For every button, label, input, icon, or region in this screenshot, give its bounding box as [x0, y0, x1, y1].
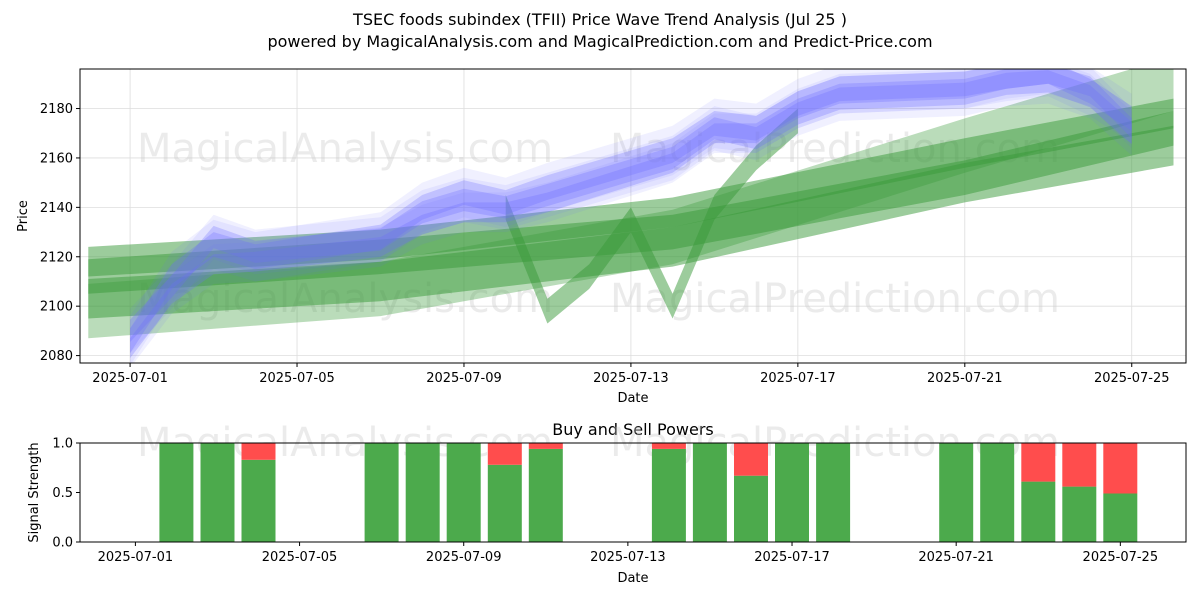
- bar-chart-title: Buy and Sell Powers: [552, 420, 714, 439]
- green-wave-band: [88, 98, 1174, 277]
- y-tick-label: 2160: [40, 151, 73, 166]
- sell-bar: [241, 443, 276, 460]
- y-tick-label: 2140: [40, 201, 73, 216]
- y-tick-label: 0.0: [52, 536, 73, 551]
- grid: [80, 69, 1186, 363]
- buy-bar: [692, 443, 727, 542]
- sell-bar: [487, 443, 522, 465]
- watermark-analysis: MagicalAnalysis.com: [137, 126, 553, 172]
- sell-bar: [1062, 443, 1097, 487]
- buy-bar: [528, 448, 563, 542]
- buy-bar: [1103, 493, 1138, 542]
- sell-bar: [1021, 443, 1056, 482]
- y-tick-label: 2120: [40, 250, 73, 265]
- watermarks: MagicalAnalysis.com MagicalPrediction.com…: [137, 126, 1060, 322]
- x-tick-label: 2025-07-09: [426, 371, 502, 386]
- x-tick-label: 2025-07-09: [426, 550, 502, 565]
- buy-bar: [446, 443, 481, 542]
- y-tick-label: 0.5: [52, 486, 73, 501]
- buy-bar: [487, 464, 522, 542]
- sell-bar: [528, 443, 563, 449]
- x-axis-label: Date: [617, 391, 648, 406]
- buy-bar: [159, 443, 194, 542]
- y-tick-label: 2180: [40, 102, 73, 117]
- x-tick-label: 2025-07-21: [927, 371, 1003, 386]
- buy-bar: [364, 443, 399, 542]
- sell-bar: [1103, 443, 1138, 494]
- price-wave-chart: MagicalAnalysis.com MagicalPrediction.com…: [16, 68, 1187, 406]
- y-tick-label: 1.0: [52, 437, 73, 452]
- plot-frame: [79, 68, 1187, 364]
- x-tick-label: 2025-07-05: [259, 371, 335, 386]
- buy-bar: [241, 459, 276, 542]
- buy-bar: [939, 443, 974, 542]
- y-axis-label: Price: [16, 200, 31, 232]
- x-tick-label: 2025-07-25: [1083, 550, 1159, 565]
- buy-bar: [775, 443, 809, 542]
- x-tick-label: 2025-07-13: [593, 371, 669, 386]
- y-tick-label: 2080: [40, 349, 73, 364]
- buy-bar: [1062, 486, 1097, 542]
- buy-bar: [200, 443, 235, 542]
- chart-subtitle: powered by MagicalAnalysis.com and Magic…: [267, 32, 932, 51]
- green-wave-band: [88, 125, 1174, 319]
- x-tick-label: 2025-07-01: [98, 550, 174, 565]
- buy-bar: [980, 443, 1015, 542]
- chart-title: TSEC foods subindex (TFII) Price Wave Tr…: [352, 10, 847, 29]
- x-tick-label: 2025-07-01: [92, 371, 168, 386]
- x-tick-label: 2025-07-21: [918, 550, 994, 565]
- x-tick-label: 2025-07-17: [754, 550, 830, 565]
- buy-sell-chart: Buy and Sell PowersMagicalAnalysis.comMa…: [27, 420, 1187, 586]
- x-axis-label: Date: [617, 571, 648, 586]
- buy-bar: [1021, 481, 1056, 542]
- buy-bar: [651, 448, 686, 542]
- x-tick-label: 2025-07-17: [760, 371, 836, 386]
- x-tick-label: 2025-07-05: [262, 550, 338, 565]
- buy-bar: [405, 443, 440, 542]
- y-axis-label: Signal Strength: [27, 442, 42, 542]
- y-tick-label: 2100: [40, 300, 73, 315]
- buy-bar: [734, 475, 768, 542]
- x-tick-label: 2025-07-13: [590, 550, 666, 565]
- green-wave-band: [88, 69, 1174, 339]
- buy-bar: [816, 443, 851, 542]
- blue-wave-halo: [130, 69, 1132, 354]
- sell-bar: [651, 443, 686, 449]
- x-tick-label: 2025-07-25: [1094, 371, 1170, 386]
- sell-bar: [734, 443, 768, 476]
